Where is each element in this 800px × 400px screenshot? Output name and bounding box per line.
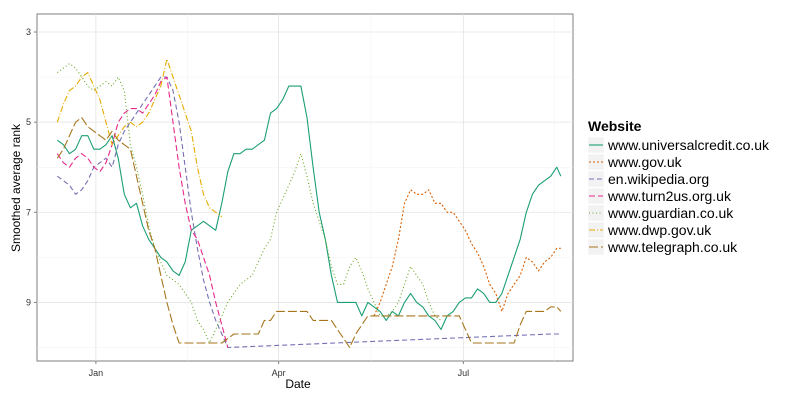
legend-key-3	[587, 187, 605, 205]
y-tick-label: 3	[26, 27, 31, 37]
legend-key-2	[587, 170, 605, 188]
legend-label-0: www.universalcredit.co.uk	[607, 137, 770, 153]
legend: Website www.universalcredit.co.ukwww.gov…	[587, 118, 770, 256]
x-tick-label: Jan	[89, 368, 104, 378]
y-tick-label: 9	[26, 297, 31, 307]
series-line-1	[373, 189, 561, 317]
legend-label-5: www.dwp.gov.uk	[607, 222, 712, 238]
series-line-6	[56, 117, 562, 349]
x-tick-label: Apr	[272, 368, 286, 378]
x-tick-label: Jul	[458, 368, 470, 378]
legend-label-6: www.telegraph.co.uk	[607, 239, 738, 255]
axis-ticks: 3 5 7 9 Jan Apr Jul	[26, 27, 469, 378]
legend-label-4: www.guardian.co.uk	[607, 205, 734, 221]
series-line-5	[56, 58, 223, 218]
series-line-3	[56, 76, 229, 348]
grid-lines	[37, 14, 573, 361]
y-axis-title: Smoothed average rank	[9, 123, 23, 252]
plot-panel	[36, 13, 574, 362]
series-line-2	[56, 76, 561, 349]
series-lines	[56, 58, 562, 349]
legend-label-1: www.gov.uk	[607, 154, 683, 170]
legend-label-2: en.wikipedia.org	[608, 171, 709, 187]
y-tick-label: 7	[26, 207, 31, 217]
legend-label-3: www.turn2us.org.uk	[607, 188, 732, 204]
y-tick-label: 5	[26, 117, 31, 127]
x-axis-title: Date	[285, 377, 311, 391]
legend-title: Website	[588, 118, 642, 134]
legend-key-1	[587, 153, 605, 171]
series-line-0	[56, 85, 562, 331]
legend-key-5	[587, 221, 605, 239]
